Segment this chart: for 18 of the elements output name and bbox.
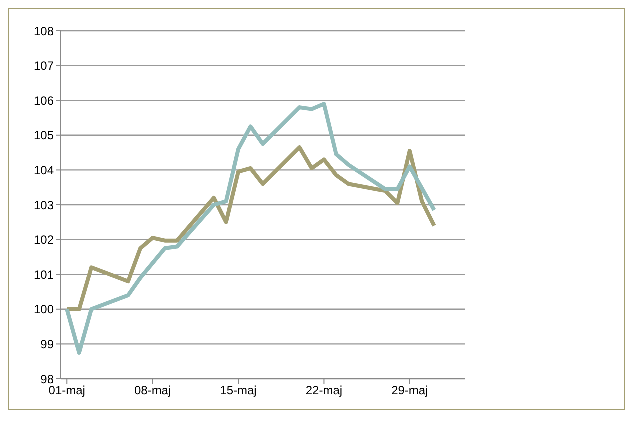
y-tick-label: 107 [34,59,54,74]
x-tick-label: 01-maj [48,384,86,398]
line-series [65,146,436,312]
x-tick-label: 29-maj [392,384,428,398]
y-tick-label: 99 [40,337,54,352]
line-series [65,102,436,355]
x-tick-label: 22-maj [306,384,343,398]
y-tick-label: 101 [34,268,54,282]
x-tick-label: 15-maj [220,384,257,398]
y-tick-label: 100 [34,302,54,317]
y-tick-label: 98 [40,372,54,386]
x-tick-label: 08-maj [134,384,172,398]
y-tick-label: 102 [34,233,54,248]
y-tick-label: 103 [34,198,54,212]
y-tick-label: 106 [34,94,54,108]
y-tick-label: 104 [34,163,54,178]
y-tick-label: 108 [34,24,54,38]
y-tick-label: 105 [34,128,54,143]
